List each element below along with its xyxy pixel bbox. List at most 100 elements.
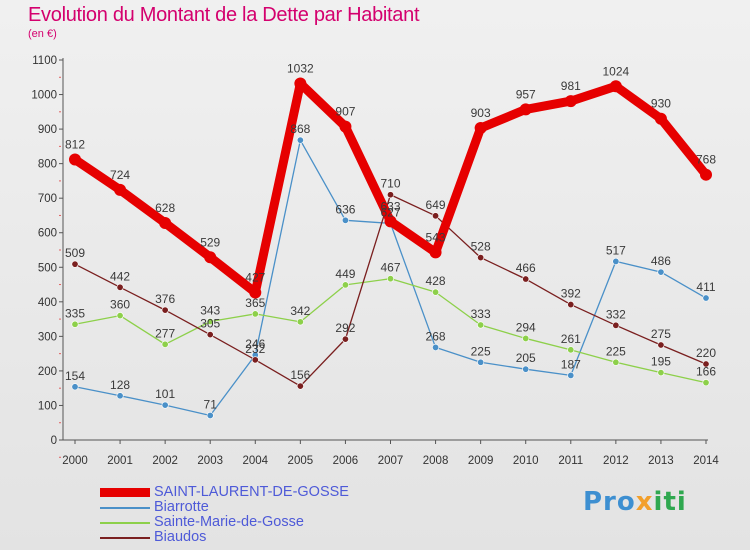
- data-label-biarrotte: 868: [290, 122, 310, 136]
- data-point-biaudos: [251, 356, 259, 364]
- data-point-biaudos: [612, 321, 620, 329]
- data-point-saint-laurent: [249, 286, 262, 299]
- x-tick-label: 2000: [62, 455, 88, 467]
- legend-swatch-biaudos: [100, 536, 150, 539]
- y-tick-label: 100: [38, 400, 57, 412]
- data-label-saint-laurent: 724: [110, 168, 130, 182]
- data-point-biaudos: [161, 306, 169, 314]
- data-label-saint-laurent: 1032: [287, 61, 314, 75]
- x-tick-label: 2007: [378, 455, 404, 467]
- data-point-saint-laurent: [564, 95, 577, 108]
- data-label-sainte-marie: 360: [110, 298, 130, 312]
- data-point-sainte-marie: [251, 310, 259, 318]
- data-point-saint-laurent: [294, 77, 307, 90]
- data-label-biarrotte: 71: [204, 397, 218, 411]
- data-label-sainte-marie: 428: [426, 274, 446, 288]
- data-point-biaudos: [657, 341, 665, 349]
- data-label-biaudos: 292: [335, 321, 355, 335]
- data-label-biaudos: 332: [606, 307, 626, 321]
- data-point-saint-laurent: [69, 153, 81, 166]
- x-tick-label: 2006: [333, 455, 359, 467]
- data-point-sainte-marie: [116, 312, 124, 320]
- data-point-sainte-marie: [296, 318, 304, 326]
- legend: SAINT-LAURENT-DE-GOSSE Biarrotte Sainte-…: [100, 485, 349, 545]
- data-label-saint-laurent: 543: [426, 230, 446, 244]
- logo-part-1: Pro: [583, 487, 636, 517]
- data-point-biarrotte: [341, 216, 349, 224]
- data-point-biarrotte: [657, 268, 665, 276]
- legend-label-saint-laurent: SAINT-LAURENT-DE-GOSSE: [154, 484, 349, 500]
- data-label-saint-laurent: 628: [155, 201, 175, 215]
- y-tick-label: 500: [38, 262, 57, 274]
- legend-item-sainte-marie: Sainte-Marie-de-Gosse: [100, 515, 349, 530]
- x-tick-label: 2011: [558, 455, 583, 467]
- data-label-biaudos: 275: [651, 327, 671, 341]
- data-label-biarrotte: 627: [380, 205, 400, 219]
- legend-item-biarrotte: Biarrotte: [100, 500, 349, 515]
- x-tick-label: 2005: [288, 455, 314, 467]
- y-tick-label: 200: [38, 366, 57, 378]
- data-point-biarrotte: [161, 401, 169, 409]
- data-label-saint-laurent: 907: [335, 105, 355, 119]
- data-point-sainte-marie: [702, 379, 710, 387]
- data-label-sainte-marie: 342: [290, 304, 310, 318]
- data-point-biarrotte: [567, 371, 575, 379]
- data-point-sainte-marie: [206, 318, 214, 326]
- data-label-saint-laurent: 529: [200, 235, 220, 249]
- x-tick-label: 2014: [693, 455, 719, 467]
- x-tick-label: 2013: [648, 455, 674, 467]
- chart-unit: (en €): [28, 28, 57, 40]
- data-point-saint-laurent: [204, 251, 217, 264]
- data-label-biaudos: 509: [65, 246, 85, 260]
- x-tick-label: 2010: [513, 455, 539, 467]
- data-label-sainte-marie: 335: [65, 306, 85, 320]
- data-label-biaudos: 376: [155, 292, 175, 306]
- data-point-sainte-marie: [161, 340, 169, 348]
- data-point-biarrotte: [702, 294, 710, 302]
- y-tick-label: 800: [38, 159, 57, 171]
- legend-item-biaudos: Biaudos: [100, 530, 349, 545]
- data-label-biaudos: 156: [290, 368, 310, 382]
- data-point-biaudos: [522, 275, 530, 283]
- data-label-biarrotte: 128: [110, 378, 130, 392]
- x-tick-label: 2004: [242, 455, 268, 467]
- y-tick-label: 400: [38, 297, 57, 309]
- data-label-biaudos: 442: [110, 269, 130, 283]
- data-point-biaudos: [702, 360, 710, 368]
- data-point-biarrotte: [296, 136, 304, 144]
- data-label-sainte-marie: 333: [471, 307, 491, 321]
- y-tick-label: 1100: [32, 55, 57, 67]
- data-label-saint-laurent: 981: [561, 79, 581, 93]
- data-label-biaudos: 220: [696, 346, 716, 360]
- data-point-sainte-marie: [522, 334, 530, 342]
- data-label-saint-laurent: 633: [380, 199, 400, 213]
- data-point-saint-laurent: [700, 168, 712, 181]
- data-label-sainte-marie: 365: [245, 296, 265, 310]
- data-label-saint-laurent: 957: [516, 87, 536, 101]
- data-point-biarrotte: [477, 358, 485, 366]
- data-point-sainte-marie: [341, 281, 349, 289]
- data-label-biarrotte: 636: [335, 202, 355, 216]
- proxiti-logo: Proxiti: [583, 487, 687, 517]
- legend-label-sainte-marie: Sainte-Marie-de-Gosse: [154, 514, 304, 530]
- data-label-saint-laurent: 427: [245, 270, 265, 284]
- data-label-biarrotte: 517: [606, 243, 626, 257]
- data-label-biarrotte: 187: [561, 357, 581, 371]
- x-tick-label: 2002: [152, 455, 178, 467]
- data-point-saint-laurent: [519, 103, 532, 116]
- legend-swatch-saint-laurent: [100, 488, 150, 497]
- data-label-sainte-marie: 225: [606, 344, 626, 358]
- data-point-biaudos: [71, 260, 79, 268]
- data-point-biaudos: [432, 212, 440, 220]
- data-label-saint-laurent: 1024: [603, 64, 630, 78]
- data-label-biaudos: 305: [200, 317, 220, 331]
- data-label-saint-laurent: 903: [471, 106, 491, 120]
- data-label-biaudos: 649: [426, 198, 446, 212]
- data-point-saint-laurent: [159, 217, 172, 230]
- data-label-sainte-marie: 343: [200, 304, 220, 318]
- data-point-biarrotte: [71, 383, 79, 391]
- legend-label-biarrotte: Biarrotte: [154, 499, 209, 515]
- x-tick-label: 2008: [423, 455, 449, 467]
